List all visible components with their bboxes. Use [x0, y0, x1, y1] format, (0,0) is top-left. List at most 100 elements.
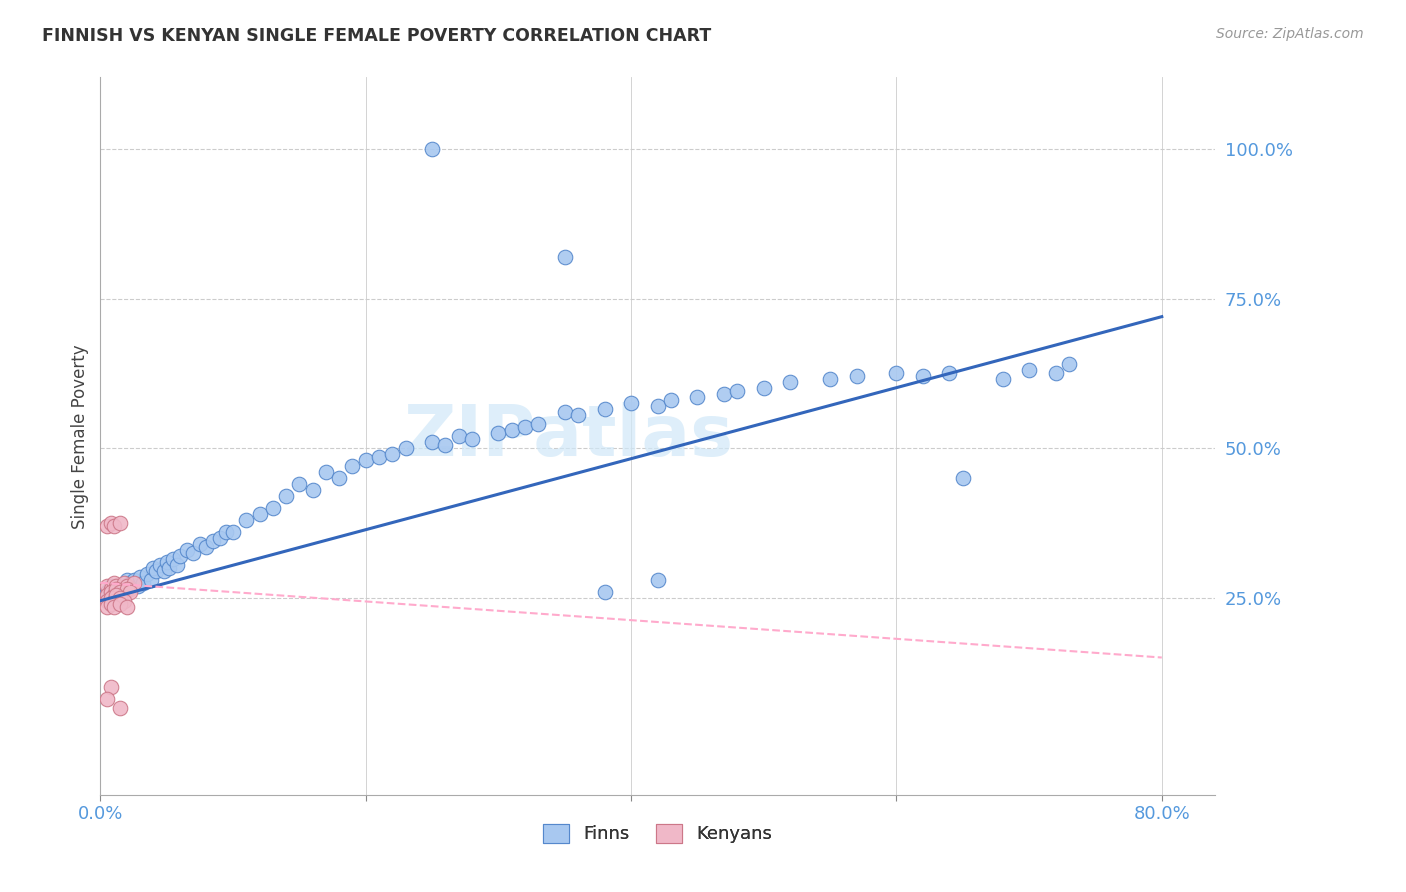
Point [112, 593, 135, 607]
Point [328, 471, 350, 485]
Point [96, 692, 118, 706]
Point [100, 579, 122, 593]
Point [818, 372, 841, 386]
Point [354, 453, 377, 467]
Point [1045, 367, 1067, 381]
Point [122, 575, 145, 590]
Point [181, 546, 204, 560]
Point [96, 519, 118, 533]
Point [96, 593, 118, 607]
Point [394, 441, 416, 455]
Point [420, 435, 443, 450]
Point [103, 593, 125, 607]
Point [554, 250, 576, 264]
Point [845, 369, 868, 384]
Point [1018, 363, 1040, 377]
Point [127, 579, 149, 593]
Point [100, 681, 122, 695]
Point [567, 409, 589, 423]
Point [301, 483, 323, 497]
Point [115, 573, 138, 587]
Point [110, 579, 132, 593]
Point [420, 142, 443, 156]
Point [725, 384, 748, 399]
Point [139, 573, 162, 587]
Point [215, 524, 238, 539]
Point [157, 561, 180, 575]
Point [145, 564, 167, 578]
Point [202, 533, 225, 548]
Text: ZIPatlas: ZIPatlas [404, 401, 734, 471]
Point [195, 540, 218, 554]
Point [501, 423, 523, 437]
Point [100, 591, 122, 605]
Point [249, 507, 271, 521]
Point [222, 524, 245, 539]
Point [103, 575, 125, 590]
Point [779, 376, 801, 390]
Point [103, 588, 125, 602]
Point [135, 566, 157, 581]
Point [122, 573, 145, 587]
Point [713, 387, 735, 401]
Point [105, 579, 128, 593]
Legend: Finns, Kenyans: Finns, Kenyans [536, 816, 779, 851]
Point [112, 588, 135, 602]
Point [96, 599, 118, 614]
Point [952, 471, 974, 485]
Point [434, 438, 457, 452]
Point [129, 570, 152, 584]
Point [461, 432, 484, 446]
Point [166, 558, 188, 572]
Point [911, 369, 934, 384]
Point [752, 381, 775, 395]
Point [176, 542, 198, 557]
Point [486, 426, 509, 441]
Point [118, 582, 141, 596]
Point [593, 402, 616, 417]
Point [686, 390, 709, 404]
Point [105, 582, 128, 596]
Point [118, 584, 141, 599]
Point [115, 582, 138, 596]
Point [156, 555, 179, 569]
Point [110, 591, 132, 605]
Point [105, 588, 128, 602]
Point [132, 575, 155, 590]
Point [593, 584, 616, 599]
Point [142, 561, 165, 575]
Point [381, 447, 404, 461]
Point [938, 367, 960, 381]
Point [96, 588, 118, 602]
Y-axis label: Single Female Poverty: Single Female Poverty [72, 344, 89, 529]
Point [620, 396, 643, 410]
Point [96, 579, 118, 593]
Point [188, 537, 211, 551]
Point [96, 584, 118, 599]
Point [342, 459, 364, 474]
Point [100, 516, 122, 530]
Point [368, 450, 391, 465]
Point [110, 584, 132, 599]
Text: FINNISH VS KENYAN SINGLE FEMALE POVERTY CORRELATION CHART: FINNISH VS KENYAN SINGLE FEMALE POVERTY … [42, 27, 711, 45]
Point [1057, 358, 1080, 372]
Point [153, 564, 176, 578]
Point [991, 372, 1014, 386]
Point [112, 575, 135, 590]
Point [513, 420, 536, 434]
Point [647, 400, 669, 414]
Text: Source: ZipAtlas.com: Source: ZipAtlas.com [1216, 27, 1364, 41]
Point [647, 573, 669, 587]
Point [554, 405, 576, 419]
Point [169, 549, 191, 563]
Point [105, 582, 128, 596]
Point [100, 597, 122, 611]
Point [110, 516, 132, 530]
Point [274, 489, 297, 503]
Point [115, 599, 138, 614]
Point [235, 513, 257, 527]
Point [659, 393, 682, 408]
Point [288, 477, 311, 491]
Point [527, 417, 550, 432]
Point [103, 588, 125, 602]
